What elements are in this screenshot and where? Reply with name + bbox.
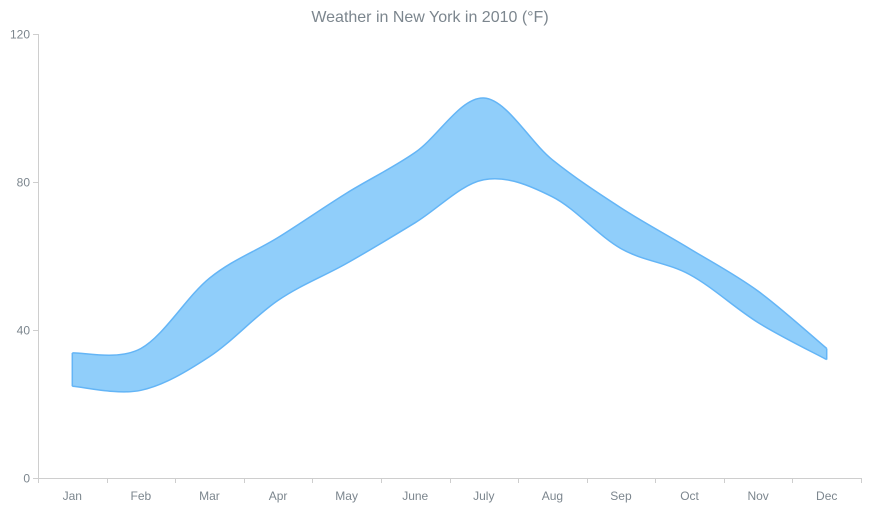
ticks-layer: 0 40 80 120 Jan Feb Mar Apr May June July Aug Sep Oct…	[10, 28, 862, 503]
x-tick-label-june: June	[402, 489, 428, 503]
area-layer	[71, 97, 828, 393]
x-tick-label-jan: Jan	[63, 489, 82, 503]
x-tick-label-oct: Oct	[680, 489, 699, 503]
y-tick-label: 80	[17, 176, 31, 190]
x-tick-label-dec: Dec	[816, 489, 837, 503]
range-area-fill	[72, 97, 827, 392]
high-line	[72, 97, 828, 356]
x-tick-label-mar: Mar	[199, 489, 220, 503]
x-tick-label-feb: Feb	[131, 489, 152, 503]
y-tick-label: 120	[10, 28, 30, 42]
x-tick-label-apr: Apr	[269, 489, 288, 503]
y-tick-label: 0	[23, 472, 30, 486]
x-tick-label-aug: Aug	[542, 489, 563, 503]
x-tick-label-nov: Nov	[747, 489, 768, 503]
x-tick-label-sep: Sep	[610, 489, 632, 503]
chart-title: Weather in New York in 2010 (°F)	[311, 9, 548, 26]
x-tick-label-may: May	[335, 489, 358, 503]
y-tick-label: 40	[17, 324, 31, 338]
low-line	[72, 178, 828, 393]
axes-layer	[38, 34, 861, 479]
x-tick-label-july: July	[473, 489, 494, 503]
